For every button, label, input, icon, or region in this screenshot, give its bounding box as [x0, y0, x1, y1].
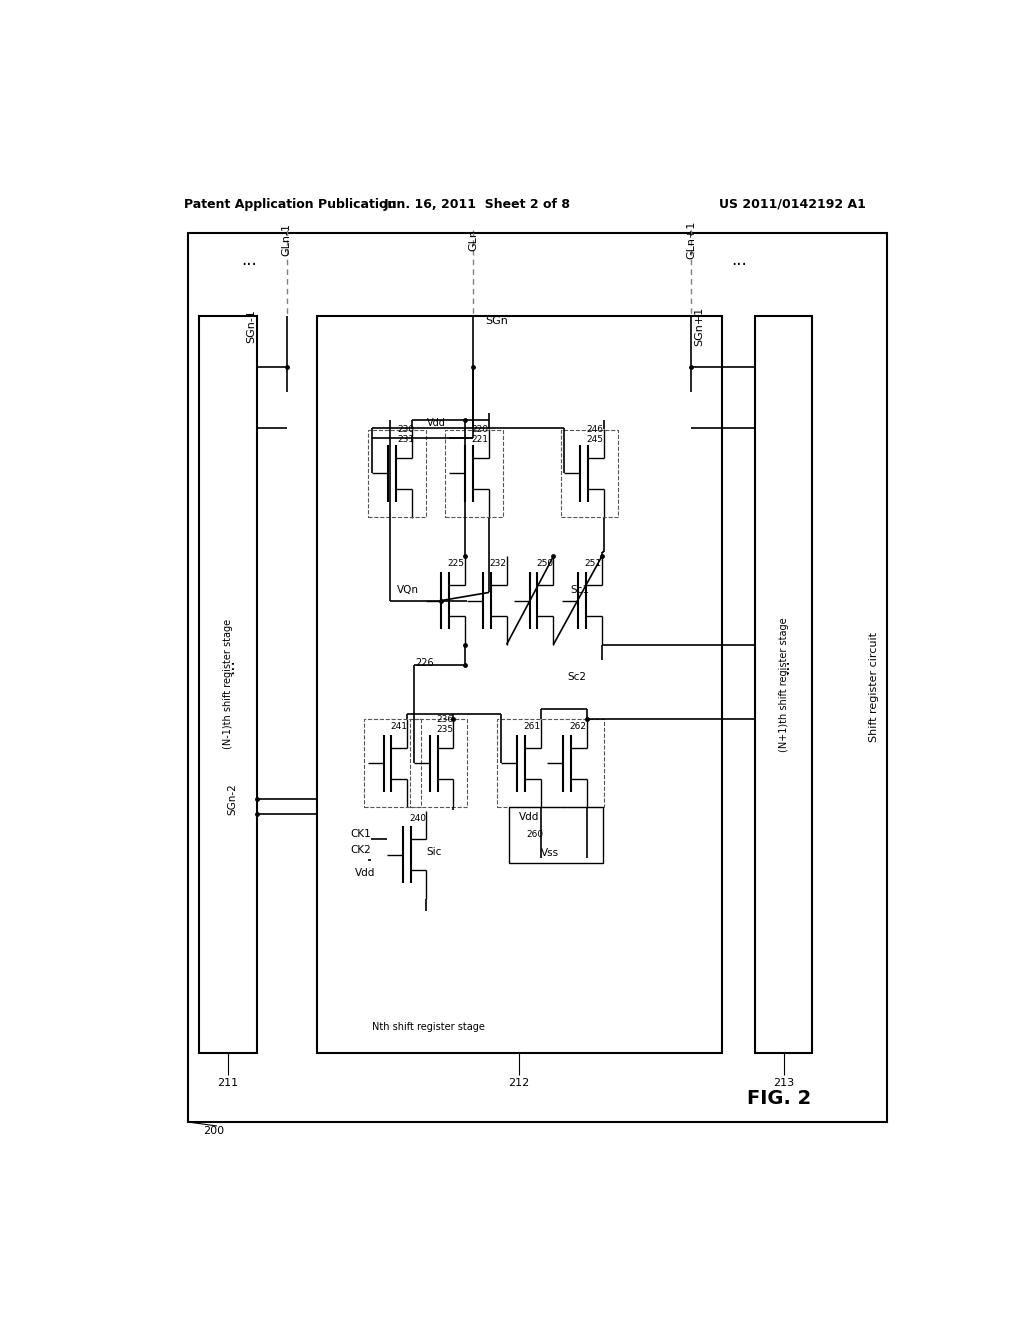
Text: VQn: VQn [397, 585, 419, 595]
Bar [755, 315, 812, 1053]
Text: Vdd: Vdd [518, 812, 539, 822]
Text: Jun. 16, 2011  Sheet 2 of 8: Jun. 16, 2011 Sheet 2 of 8 [384, 198, 570, 211]
Text: Sc1: Sc1 [570, 585, 590, 595]
Bar [509, 807, 602, 863]
Text: 235: 235 [436, 725, 453, 734]
Text: Vdd: Vdd [427, 417, 445, 428]
Text: SGn: SGn [485, 315, 508, 326]
Text: Nth shift register stage: Nth shift register stage [373, 1023, 485, 1032]
Text: Shift register circuit: Shift register circuit [869, 632, 879, 742]
Text: 212: 212 [509, 1078, 529, 1088]
Bar [369, 430, 426, 517]
Bar [316, 315, 722, 1053]
Bar [364, 719, 421, 807]
Text: 236: 236 [436, 715, 453, 723]
Bar [560, 430, 617, 517]
Text: 262: 262 [569, 722, 587, 731]
Text: 241: 241 [390, 722, 407, 731]
Text: ...: ... [219, 659, 237, 675]
Text: GLn-1: GLn-1 [282, 223, 292, 256]
Text: CK1: CK1 [350, 829, 371, 840]
Text: 231: 231 [397, 436, 414, 445]
Text: Patent Application Publication: Patent Application Publication [183, 198, 396, 211]
Text: CK2: CK2 [350, 845, 371, 854]
Text: FIG. 2: FIG. 2 [746, 1089, 811, 1107]
Text: SGn-1: SGn-1 [246, 309, 256, 343]
Text: GLn: GLn [468, 228, 478, 251]
Text: ...: ... [774, 659, 793, 675]
Bar [200, 315, 257, 1053]
Text: Sc2: Sc2 [567, 672, 586, 681]
Text: 245: 245 [587, 436, 604, 445]
Text: 220: 220 [472, 425, 488, 434]
Text: 221: 221 [472, 436, 488, 445]
Text: 200: 200 [204, 1126, 224, 1137]
Text: 240: 240 [409, 813, 426, 822]
Bar [187, 232, 888, 1122]
Bar [445, 430, 503, 517]
Text: SGn-2: SGn-2 [227, 783, 237, 814]
Bar [410, 719, 467, 807]
Text: GLn+1: GLn+1 [686, 220, 696, 259]
Text: 211: 211 [217, 1078, 239, 1088]
Text: 225: 225 [447, 560, 465, 569]
Text: 230: 230 [397, 425, 414, 434]
Text: 261: 261 [523, 722, 541, 731]
Text: 260: 260 [526, 830, 544, 838]
Text: SGn+1: SGn+1 [694, 306, 705, 346]
Text: (N-1)th shift register stage: (N-1)th shift register stage [223, 619, 233, 750]
Text: ...: ... [731, 251, 746, 269]
Text: 246: 246 [587, 425, 604, 434]
Text: 251: 251 [585, 560, 601, 569]
Text: 232: 232 [489, 560, 506, 569]
Text: ...: ... [242, 251, 257, 269]
Text: (N+1)th shift register stage: (N+1)th shift register stage [778, 616, 788, 751]
Text: Sic: Sic [427, 846, 442, 857]
Text: Vdd: Vdd [354, 869, 375, 878]
Text: 250: 250 [536, 560, 553, 569]
Text: 226: 226 [415, 657, 433, 668]
Text: Vss: Vss [541, 847, 559, 858]
Text: US 2011/0142192 A1: US 2011/0142192 A1 [719, 198, 866, 211]
Text: 213: 213 [773, 1078, 794, 1088]
Bar [497, 719, 604, 807]
